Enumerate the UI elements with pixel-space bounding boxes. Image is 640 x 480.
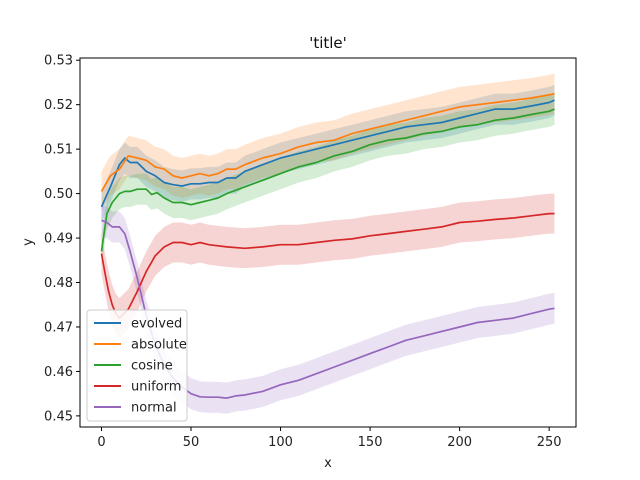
x-tick-label: 0	[97, 435, 105, 450]
legend-label-uniform: uniform	[131, 380, 181, 395]
x-axis-label: x	[324, 456, 332, 471]
lines-layer	[100, 92, 555, 399]
y-tick-label: 0.51	[44, 143, 73, 158]
series-line-normal	[101, 219, 555, 399]
legend-label-normal: normal	[131, 401, 177, 416]
band-uniform	[101, 193, 555, 339]
series-line-absolute	[100, 92, 555, 192]
legend-label-absolute: absolute	[131, 338, 187, 353]
y-tick-label: 0.53	[44, 54, 73, 69]
x-tick-label: 50	[183, 435, 200, 450]
y-tick-label: 0.50	[44, 187, 73, 202]
y-tick-label: 0.49	[44, 232, 73, 247]
bands-layer	[101, 73, 555, 414]
x-tick-label: 200	[447, 435, 472, 450]
y-tick-label: 0.47	[44, 320, 73, 335]
legend-box	[86, 309, 188, 422]
x-axis: 0 50 100 150 200 250	[97, 427, 562, 450]
x-tick-label: 150	[358, 435, 383, 450]
y-axis: 0.45 0.46 0.47 0.48 0.49 0.50 0.51 0.52 0.53	[44, 54, 80, 424]
band-absolute	[101, 73, 555, 212]
legend-label-evolved: evolved	[131, 317, 182, 332]
y-tick-label: 0.46	[44, 365, 73, 380]
band-cosine	[101, 93, 555, 267]
band-evolved	[101, 84, 555, 223]
series-line-cosine	[100, 108, 555, 252]
x-tick-label: 100	[268, 435, 293, 450]
chart-title: 'title'	[309, 34, 347, 52]
band-normal	[101, 204, 555, 414]
legend-label-cosine: cosine	[131, 359, 173, 374]
x-tick-label: 250	[537, 435, 562, 450]
plot-frame	[79, 57, 577, 428]
legend: evolved absolute cosine uniform normal	[86, 309, 188, 422]
y-tick-label: 0.48	[44, 276, 73, 291]
y-axis-label: y	[21, 238, 36, 246]
y-tick-label: 0.45	[44, 409, 73, 424]
series-line-evolved	[100, 99, 555, 208]
y-tick-label: 0.52	[44, 98, 73, 113]
